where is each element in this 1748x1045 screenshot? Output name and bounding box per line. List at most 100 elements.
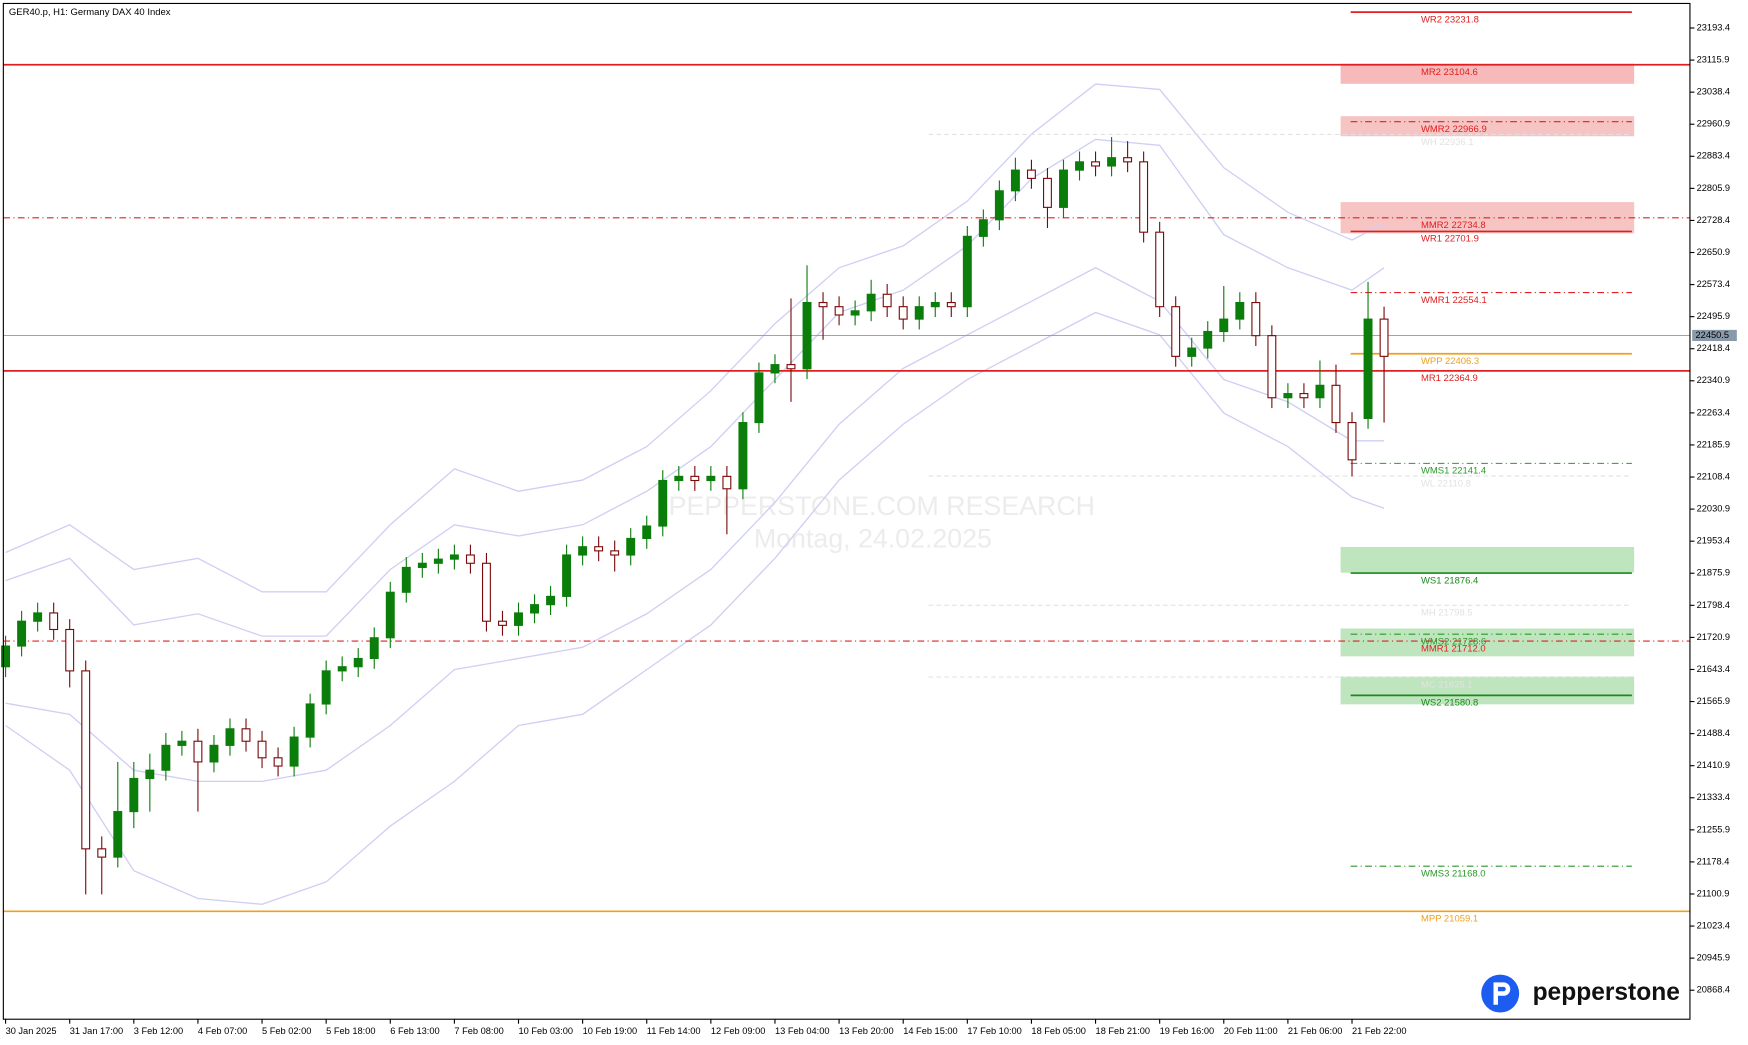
y-tick-label: 22805.9: [1697, 183, 1730, 193]
y-tick-label: 20945.9: [1697, 953, 1730, 963]
y-tick-label: 22883.4: [1697, 151, 1730, 161]
candle-body: [209, 744, 219, 763]
pivot-label: MH 21798.5: [1421, 608, 1473, 619]
pivot-zone: [1340, 628, 1635, 657]
x-tick-label: 21 Feb 22:00: [1352, 1026, 1407, 1036]
candle-body: [530, 604, 540, 614]
y-tick-label: 22030.9: [1697, 504, 1730, 514]
candle-body: [97, 848, 107, 858]
candle-body: [161, 744, 171, 771]
candle-body: [65, 628, 75, 672]
x-tick-label: 21 Feb 06:00: [1288, 1026, 1343, 1036]
candle-body: [674, 475, 684, 482]
bands: [5, 83, 1385, 905]
pivot-label: MR2 23104.6: [1421, 67, 1478, 78]
y-tick-label: 23193.4: [1697, 22, 1730, 32]
y-tick-label: 23115.9: [1697, 55, 1730, 65]
candle-body: [834, 306, 844, 316]
pivot-zone: [1340, 546, 1635, 573]
candle-body: [866, 293, 876, 312]
y-tick-label: 23038.4: [1697, 87, 1730, 97]
plot-frame: [2, 2, 1691, 1020]
candle-body: [305, 703, 315, 738]
x-tick-label: 6 Feb 13:00: [390, 1026, 439, 1036]
candle-body: [514, 612, 523, 626]
y-tick-label: 22108.4: [1697, 471, 1730, 481]
candle-body: [465, 554, 475, 564]
x-tick-label: 19 Feb 16:00: [1160, 1026, 1215, 1036]
y-tick-label: 21178.4: [1697, 856, 1730, 866]
candle-body: [562, 554, 572, 597]
candle-body: [401, 566, 411, 593]
y-tick-label: 20868.4: [1697, 985, 1730, 995]
candle-body: [1123, 157, 1133, 163]
band-line: [5, 311, 1385, 905]
pivot-zone: [1340, 676, 1635, 705]
candle-body: [1107, 157, 1117, 167]
candle-body: [385, 591, 395, 639]
y-tick-label: 22185.9: [1697, 439, 1730, 449]
candle-body: [738, 422, 748, 490]
candle-body: [946, 301, 956, 308]
x-tick-label: 5 Feb 02:00: [262, 1026, 311, 1036]
y-tick-label: 21255.9: [1697, 824, 1730, 834]
pivot-label: MMR2 22734.8: [1421, 220, 1486, 231]
candle-body: [898, 306, 908, 320]
candle-body: [129, 777, 139, 813]
x-tick-label: 13 Feb 04:00: [775, 1026, 830, 1036]
candle-body: [49, 612, 59, 631]
pivot-zone: [1340, 63, 1635, 84]
candle-body: [1283, 393, 1293, 399]
chart-title: GER40.p, H1: Germany DAX 40 Index: [9, 7, 171, 18]
candle-body: [690, 475, 700, 482]
y-tick-label: 21023.4: [1697, 921, 1730, 931]
x-tick-label: 10 Feb 03:00: [519, 1026, 574, 1036]
candle-body: [33, 612, 43, 622]
candle-body: [706, 475, 716, 482]
candle-body: [1059, 169, 1068, 208]
candle-body: [225, 728, 235, 746]
pivot-label: WMS2 21728.6: [1421, 637, 1486, 648]
x-tick-label: 31 Jan 17:00: [70, 1026, 124, 1036]
x-tick-label: 13 Feb 20:00: [839, 1026, 894, 1036]
y-tick-label: 22573.4: [1697, 279, 1730, 289]
candle-body: [481, 562, 491, 622]
candle-body: [722, 475, 732, 490]
x-tick-label: 3 Feb 12:00: [134, 1026, 183, 1036]
pivot-label: WPP 22406.3: [1421, 356, 1479, 367]
candle-body: [1139, 161, 1149, 233]
pivot-label: WR1 22701.9: [1421, 234, 1479, 245]
candle-body: [1331, 384, 1341, 424]
x-tick-label: 17 Feb 10:00: [967, 1026, 1022, 1036]
candle-body: [1219, 318, 1229, 333]
candle-body: [642, 525, 652, 540]
candle-body: [1267, 335, 1277, 399]
y-tick-label: 22418.4: [1697, 343, 1730, 353]
candle-body: [289, 736, 299, 767]
candle-body: [770, 364, 780, 374]
candle-body: [1026, 169, 1036, 179]
x-tick-label: 10 Feb 19:00: [583, 1026, 638, 1036]
candle-body: [818, 301, 828, 308]
pivot-label: WMR2 22966.9: [1421, 124, 1487, 135]
candle-body: [850, 310, 860, 316]
x-tick-label: 12 Feb 09:00: [711, 1026, 766, 1036]
x-tick-label: 30 Jan 2025: [6, 1026, 57, 1036]
candle-body: [257, 740, 267, 759]
x-tick-label: 18 Feb 05:00: [1031, 1026, 1086, 1036]
candle-body: [882, 293, 892, 308]
candle-body: [1203, 330, 1213, 349]
candle-body: [578, 546, 588, 556]
candle-body: [1171, 306, 1181, 357]
candle-body: [417, 562, 427, 568]
pivot-label: WR2 23231.8: [1421, 14, 1479, 25]
candles: [1, 137, 1389, 895]
y-tick-label: 22340.9: [1697, 375, 1730, 385]
candle-body: [1075, 161, 1084, 171]
x-tick-label: 7 Feb 08:00: [454, 1026, 503, 1036]
candle-body: [1187, 347, 1197, 357]
candle-body: [546, 595, 556, 606]
candle-body: [449, 554, 459, 560]
